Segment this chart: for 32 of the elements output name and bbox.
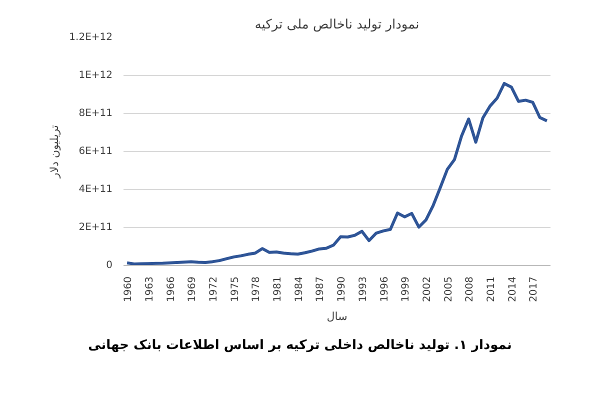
y-tick-label: 2E+11 — [78, 222, 113, 233]
line-series — [126, 82, 548, 266]
x-tick-label: 1963 — [144, 276, 156, 302]
x-tick-label: 1975 — [230, 276, 241, 302]
x-axis-title: سال — [326, 310, 348, 323]
x-tick-label: 2005 — [443, 276, 454, 302]
y-tick-label: 8E+11 — [78, 108, 113, 119]
text: نمودار ۱. تولید ناخالص داخلی ترکیه بر اساس اطلاعات بانک جهانی — [88, 337, 512, 355]
y-tick-label: 6E+11 — [78, 146, 113, 157]
x-tick-label: 1981 — [272, 276, 284, 302]
x-tick-label: 1996 — [379, 276, 390, 302]
x-tick-label: 1987 — [315, 276, 326, 302]
y-tick-label: 4E+11 — [78, 184, 113, 195]
chart-title: نمودار تولید ناخالص ملی ترکیه — [254, 18, 420, 32]
y-tick-label: 0 — [106, 260, 113, 271]
x-tick-label: 1978 — [251, 276, 262, 302]
y-tick-label: 1.2E+12 — [69, 32, 113, 43]
x-tick-label: 1993 — [358, 276, 369, 302]
x-tick-label: 2011 — [486, 276, 498, 302]
x-tick-label: 2008 — [464, 276, 476, 302]
x-tick-label: 1966 — [166, 276, 177, 302]
x-tick-label: 2002 — [422, 276, 433, 302]
x-tick-label: 1969 — [187, 276, 198, 302]
x-tick-label: 1960 — [123, 276, 134, 302]
x-tick-label: 2017 — [528, 276, 540, 302]
y-axis-title: تریلیون دلار — [48, 125, 62, 179]
x-tick-label: 1990 — [336, 276, 348, 302]
y-tick-label: 1E+12 — [78, 70, 113, 81]
x-tick-label: 2014 — [507, 276, 518, 302]
x-tick-label: 1999 — [400, 276, 412, 302]
x-tick-label: 1972 — [208, 276, 220, 302]
x-tick-label: 1984 — [294, 276, 305, 302]
